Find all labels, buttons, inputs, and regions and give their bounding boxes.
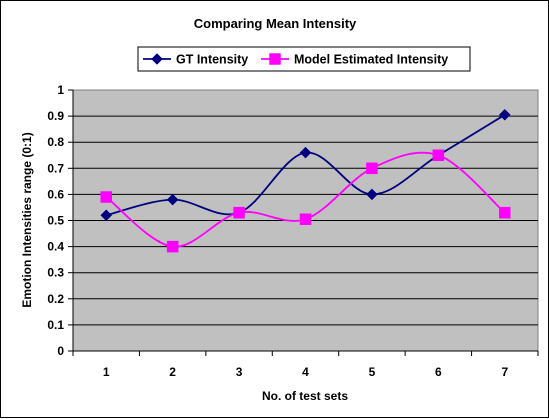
data-point-series-2 (166, 240, 179, 253)
y-tick-label: 0.1 (47, 318, 64, 332)
data-point-series-1 (100, 209, 113, 222)
data-point-series-1 (299, 146, 312, 159)
data-point-series-2 (233, 206, 245, 219)
legend-label-2: Model Estimated Intensity (294, 53, 448, 67)
y-tick-label: 0.8 (47, 135, 64, 149)
x-tick-label: 4 (302, 365, 309, 379)
x-tick-label: 2 (169, 365, 176, 379)
y-axis-label: Emotion Intensities range (0:1) (20, 132, 34, 307)
x-tick-label: 3 (236, 365, 243, 379)
data-point-series-1 (166, 193, 179, 206)
data-point-series-1 (366, 188, 378, 201)
data-point-series-2 (100, 191, 112, 203)
legend-items: GT Intensity Model Estimated Intensity (143, 53, 448, 67)
y-tick-labels: 0 0.1 0.2 0.3 0.4 0.5 0.6 0.7 0.8 0.9 1 (47, 83, 64, 358)
x-axis-label: No. of test sets (262, 389, 348, 403)
y-tick-label: 0.6 (47, 187, 64, 201)
y-tick-label: 0.2 (47, 292, 64, 306)
y-tick-label: 0 (57, 344, 64, 358)
data-point-series-2 (432, 149, 445, 161)
y-tick-label: 0.4 (47, 240, 64, 254)
data-point-series-1 (498, 108, 511, 121)
legend-marker-1 (151, 53, 163, 65)
y-tick-label: 1 (57, 83, 64, 97)
x-tick-label: 7 (501, 365, 508, 379)
legend (137, 46, 471, 72)
x-tick-label: 6 (435, 365, 442, 379)
y-tick-label: 0.5 (47, 214, 64, 228)
x-tick-label: 1 (103, 365, 110, 379)
x-tick-label: 5 (369, 365, 376, 379)
legend-marker-2 (269, 53, 281, 65)
y-tick-label: 0.9 (47, 109, 64, 123)
y-tick-label: 0.7 (47, 161, 64, 175)
chart-title: Comparing Mean Intensity (194, 16, 357, 31)
x-tick-labels: 1 2 3 4 5 6 7 (103, 365, 509, 379)
series-group (100, 108, 511, 253)
axes (68, 89, 539, 356)
data-point-series-2 (299, 213, 312, 225)
legend-label-1: GT Intensity (176, 53, 248, 67)
y-tick-label: 0.3 (47, 266, 64, 280)
data-point-series-2 (499, 206, 511, 219)
data-point-series-2 (366, 162, 378, 175)
